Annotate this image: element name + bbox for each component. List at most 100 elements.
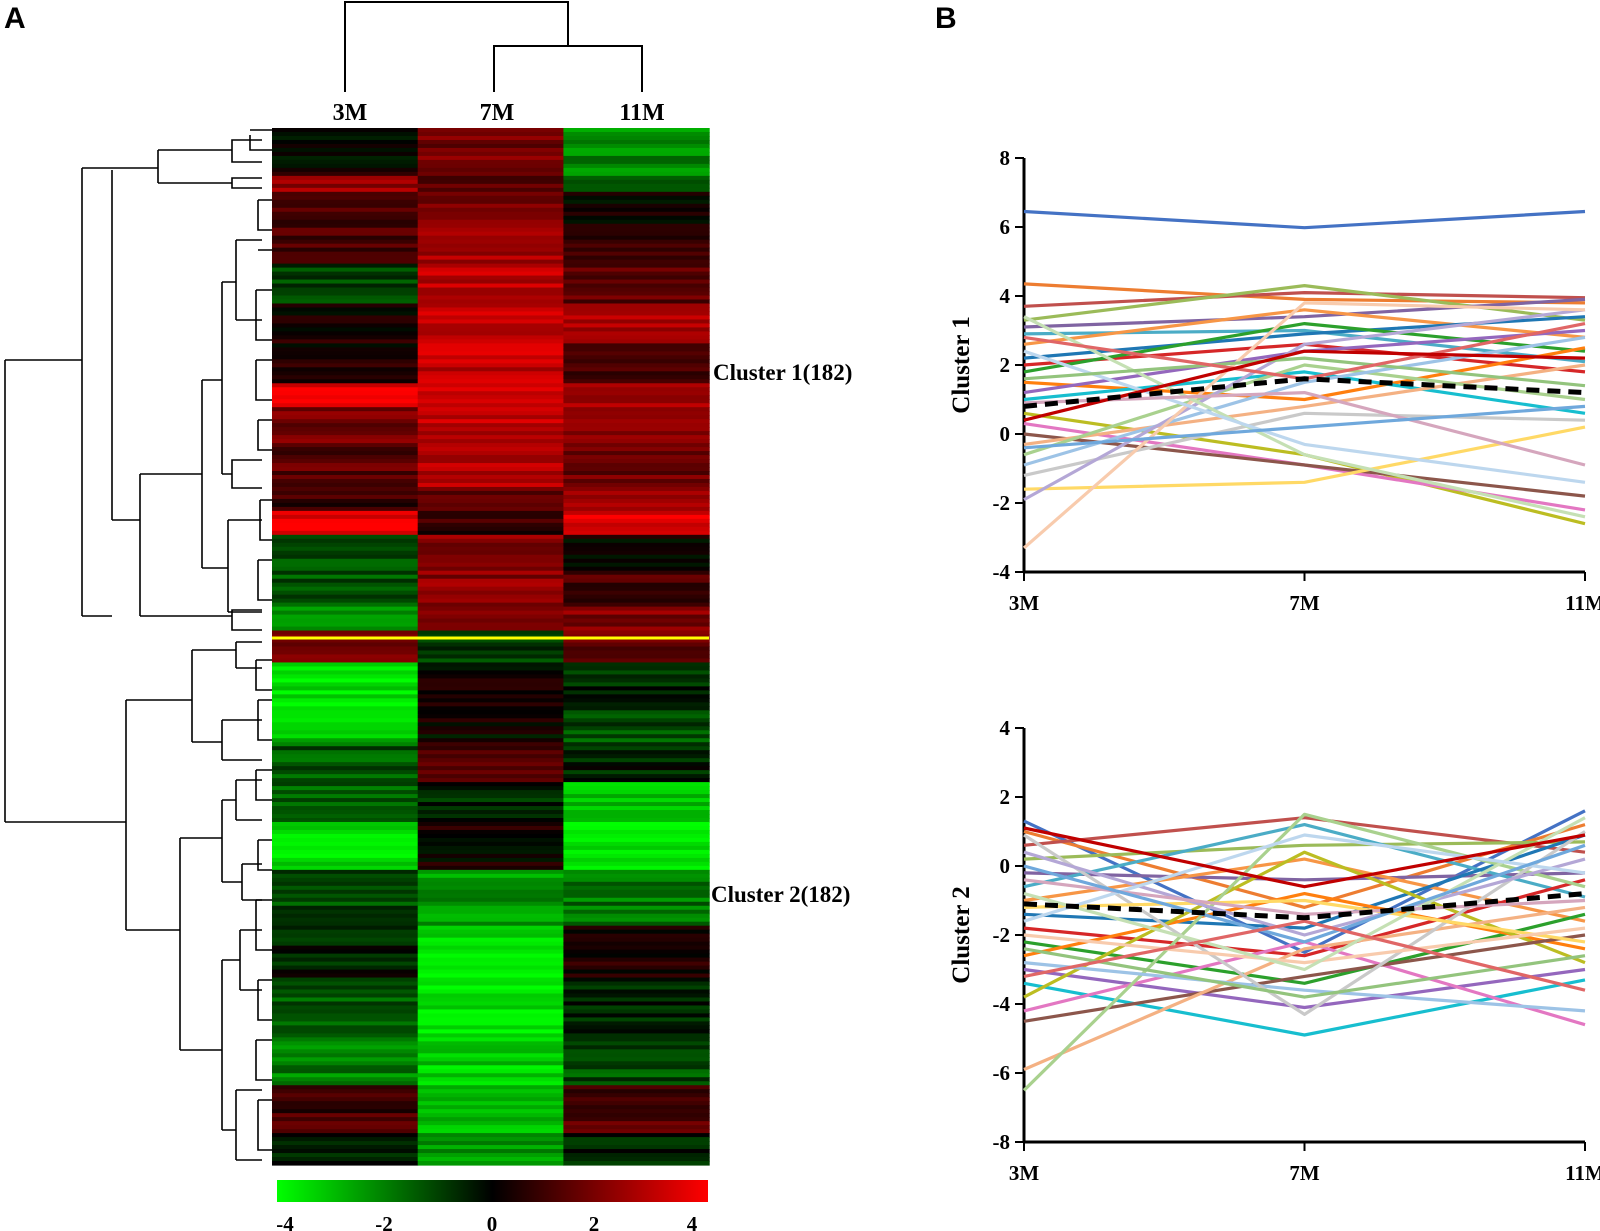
series-line [1023,346,1586,402]
series-line [1023,349,1586,484]
heatmap-cell [272,211,419,217]
heatmap-cell [563,738,710,743]
heatmap-cell [417,849,564,855]
heatmap-cell [563,989,710,995]
heatmap-cell [563,526,710,532]
heatmap-cell [417,1145,564,1150]
heatmap-cell [563,606,710,612]
heatmap-cell [417,239,564,245]
heatmap-cell [272,925,419,931]
heatmap-cell [563,1037,710,1042]
heatmap-cell [272,602,419,608]
heatmap-cell [417,1149,564,1154]
heatmap-cell [563,155,710,161]
heatmap-cell [272,387,419,392]
heatmap-cell [563,498,710,504]
heatmap-cell [563,861,710,867]
heatmap-cell [417,443,564,448]
heatmap-cell [417,598,564,604]
heatmap-cell [272,538,419,544]
heatmap-cell [272,965,419,971]
heatmap-cell [272,167,419,173]
heatmap-cell [272,698,419,703]
heatmap-cell [272,562,419,568]
heatmap-cell [272,522,419,528]
heatmap-cell [563,965,710,971]
heatmap-cell [563,670,710,676]
heatmap-cell [563,1129,710,1134]
heatmap-cell [563,825,710,831]
heatmap-cell [563,486,710,492]
heatmap-cell [272,343,419,348]
heatmap-cell [563,618,710,624]
heatmap-cell [417,985,564,991]
heatmap-cell [563,873,710,879]
heatmap-cell [417,203,564,209]
heatmap-cell [563,223,710,229]
heatmap-cell [563,135,710,141]
heatmap-cell [563,471,710,476]
series-line [1023,356,1586,388]
heatmap-cell [563,171,710,177]
heatmap-cell [563,1117,710,1122]
x-tick-label: 3M [1009,591,1040,615]
series-line [1023,905,1586,1071]
heatmap-cell [563,1097,710,1102]
heatmap-cell [417,614,564,620]
heatmap-cell [272,1089,419,1094]
heatmap-cell [563,163,710,169]
heatmap-cell [563,1153,710,1158]
series-line [1023,363,1586,446]
heatmap-cell [417,506,564,512]
heatmap-cell [563,674,710,680]
heatmap-cell [272,582,419,588]
heatmap-cell [417,478,564,484]
heatmap-cell [563,291,710,297]
series-line [1023,335,1586,467]
heatmap-cell [563,187,710,193]
heatmap-cell [417,961,564,967]
heatmap-cell [563,1085,710,1090]
heatmap-cell [417,742,564,747]
heatmap-cell [563,770,710,775]
heatmap-cell [272,139,419,145]
heatmap-cell [563,279,710,285]
heatmap-cell [563,215,710,221]
heatmap-cell [563,778,710,783]
heatmap-cell [272,379,419,384]
heatmap-cell [563,175,710,181]
heatmap-cell [417,1037,564,1042]
heatmap-cell [417,1069,564,1074]
heatmap-cell [417,151,564,157]
heatmap-cell [417,522,564,528]
heatmap-cell [563,698,710,703]
heatmap-cell [563,734,710,739]
heatmap-cell [417,287,564,293]
heatmap-cell [417,566,564,572]
heatmap-cell [272,941,419,947]
heatmap-cell [563,574,710,580]
heatmap-cell [417,167,564,173]
heatmap-cell [417,885,564,891]
heatmap-cell [272,207,419,213]
heatmap-cell [272,135,419,141]
heatmap-cell [272,949,419,955]
heatmap-cell [272,518,419,524]
heatmap-cell [563,814,710,819]
heatmap-cell [417,945,564,951]
heatmap-cell [563,941,710,947]
heatmap-cell [272,227,419,233]
heatmap-cell [563,678,710,683]
y-tick-label: 2 [1000,353,1011,377]
heatmap-cell [272,889,419,895]
heatmap-cell [417,917,564,923]
heatmap-cell [272,399,419,404]
heatmap-cell [272,506,419,512]
heatmap-cell [563,865,710,871]
heatmap-cell [417,231,564,237]
heatmap-cell [417,806,564,811]
y-tick-label: -2 [993,923,1011,947]
heatmap-cell [272,478,419,484]
heatmap-cell [417,821,564,827]
x-tick-label: 3M [1009,1161,1040,1185]
